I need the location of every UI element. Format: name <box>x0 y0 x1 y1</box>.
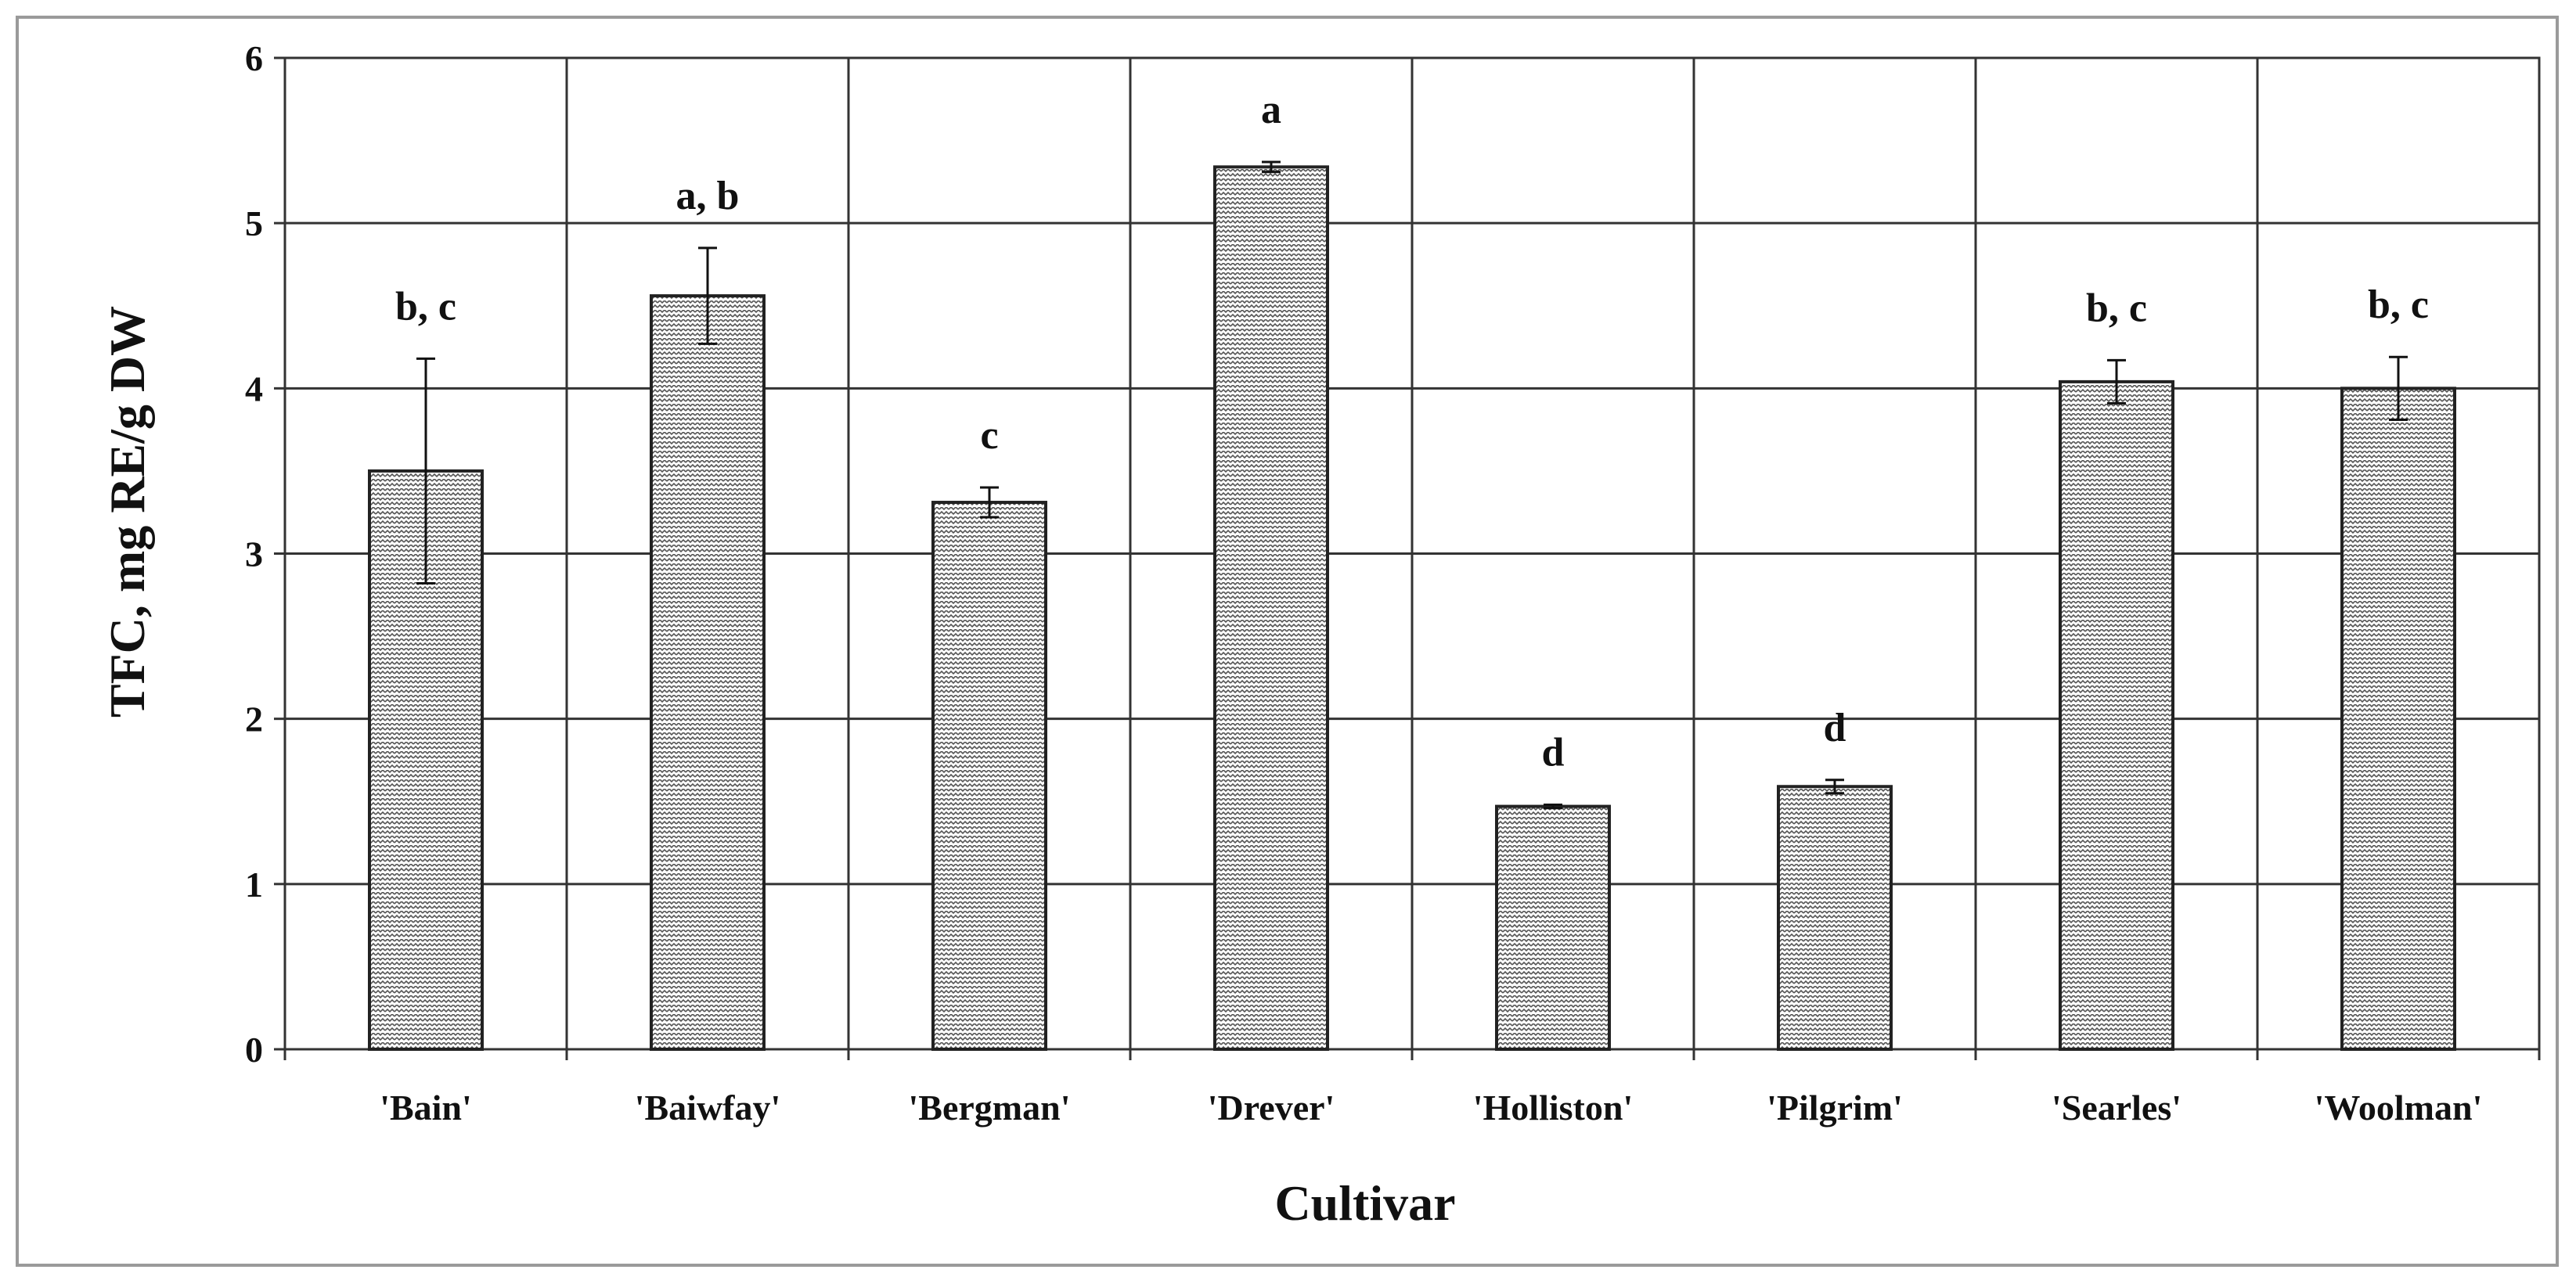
chart-frame: 0 1 2 3 4 5 6 b, c 'Bain' a, b 'Baiwfay' c 'Bergman'… <box>16 16 2559 1267</box>
bar <box>931 501 1047 1051</box>
y-axis-title: TFC, mg RE/g DW <box>99 306 155 718</box>
y-tick-label: 4 <box>245 369 263 408</box>
significance-label: d <box>1542 730 1565 775</box>
bar <box>2059 379 2174 1051</box>
x-tick-label: 'Holliston' <box>1473 1088 1633 1128</box>
significance-label: d <box>1824 706 1846 750</box>
significance-label: a, b <box>676 174 740 218</box>
y-tick-label: 3 <box>245 534 263 574</box>
gridlines <box>274 56 2541 1060</box>
bar <box>1495 804 1611 1052</box>
x-tick-label: 'Woolman' <box>2315 1088 2483 1128</box>
y-tick-label: 5 <box>245 203 263 243</box>
x-tick-label: 'Pilgrim' <box>1767 1088 1903 1128</box>
x-tick-label: 'Searles' <box>2052 1088 2181 1128</box>
y-tick-label: 0 <box>245 1030 263 1070</box>
x-tick-label: 'Drever' <box>1208 1088 1335 1128</box>
x-tick-label: 'Bain' <box>380 1088 472 1128</box>
significance-label: b, c <box>395 284 456 329</box>
x-tick-label: 'Bergman' <box>909 1088 1071 1128</box>
y-tick-label: 6 <box>245 38 263 78</box>
bar <box>650 294 766 1051</box>
bar <box>1777 785 1893 1051</box>
significance-label: b, c <box>2368 282 2429 327</box>
y-tick-label: 2 <box>245 700 263 739</box>
significance-label: a <box>1261 88 1281 132</box>
x-tick-label: 'Baiwfay' <box>635 1088 781 1128</box>
significance-label: c <box>980 413 998 458</box>
bar <box>2340 387 2456 1052</box>
labels: 0 1 2 3 4 5 6 b, c 'Bain' a, b 'Baiwfay' c 'Bergman'… <box>245 38 2482 1128</box>
significance-label: b, c <box>2086 286 2147 330</box>
bar <box>1213 165 1329 1051</box>
bars <box>368 160 2456 1052</box>
x-axis-title: Cultivar <box>1274 1175 1455 1231</box>
bar-chart: 0 1 2 3 4 5 6 b, c 'Bain' a, b 'Baiwfay' c 'Bergman'… <box>99 38 2541 1231</box>
y-tick-label: 1 <box>245 865 263 905</box>
